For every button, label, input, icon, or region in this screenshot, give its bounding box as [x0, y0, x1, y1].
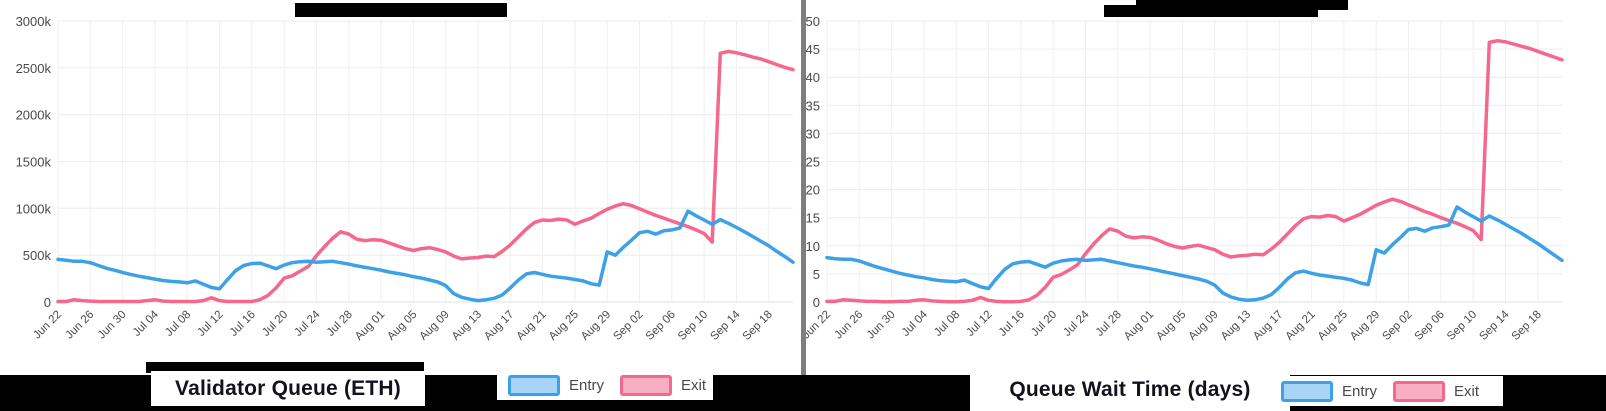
svg-text:2500k: 2500k [16, 61, 52, 76]
svg-text:Jul 24: Jul 24 [1061, 308, 1092, 339]
svg-text:Aug 01: Aug 01 [353, 309, 387, 343]
svg-text:Sep 06: Sep 06 [644, 309, 678, 343]
chart-title-box-queue-wait-time: Queue Wait Time (days) [970, 369, 1290, 411]
svg-text:15: 15 [806, 211, 820, 226]
svg-text:Aug 21: Aug 21 [514, 309, 548, 343]
svg-text:5: 5 [813, 267, 820, 282]
entry-line [56, 209, 795, 303]
svg-text:Jul 16: Jul 16 [228, 309, 258, 339]
exit-legend-label[interactable]: Exit [681, 377, 707, 394]
svg-text:Jul 04: Jul 04 [900, 308, 931, 339]
svg-text:45: 45 [806, 42, 820, 57]
svg-text:Jul 12: Jul 12 [964, 309, 994, 339]
svg-text:Sep 06: Sep 06 [1413, 309, 1447, 343]
svg-text:35: 35 [806, 98, 820, 113]
svg-text:Sep 02: Sep 02 [1380, 309, 1414, 343]
svg-text:Aug 25: Aug 25 [1316, 309, 1350, 343]
svg-text:Jul 20: Jul 20 [1029, 309, 1059, 339]
svg-text:Jul 12: Jul 12 [195, 309, 225, 339]
svg-text:Aug 05: Aug 05 [385, 309, 419, 343]
svg-text:3000k: 3000k [16, 14, 52, 29]
svg-text:Sep 18: Sep 18 [1510, 309, 1544, 343]
svg-text:Aug 29: Aug 29 [579, 309, 613, 343]
svg-text:40: 40 [806, 70, 820, 85]
chart-title-box-validator-queue: Validator Queue (ETH) [151, 371, 425, 406]
svg-text:20: 20 [806, 183, 820, 198]
svg-text:Jun 26: Jun 26 [64, 309, 97, 342]
chart-title-queue-wait-time: Queue Wait Time (days) [1009, 378, 1251, 401]
entry-legend-swatch[interactable] [1281, 380, 1333, 402]
svg-text:Aug 01: Aug 01 [1122, 309, 1156, 343]
svg-text:1500k: 1500k [16, 155, 52, 170]
svg-text:Aug 21: Aug 21 [1283, 309, 1317, 343]
svg-text:Aug 05: Aug 05 [1154, 309, 1188, 343]
exit-legend-swatch[interactable] [620, 375, 673, 396]
svg-text:Sep 14: Sep 14 [1477, 308, 1512, 343]
entry-line [825, 205, 1564, 303]
svg-text:Jul 16: Jul 16 [997, 309, 1027, 339]
svg-text:Aug 17: Aug 17 [1251, 309, 1285, 343]
svg-text:Jun 30: Jun 30 [96, 309, 129, 342]
svg-text:Aug 29: Aug 29 [1348, 309, 1382, 343]
legend-validator-queue: Entry Exit [497, 371, 713, 400]
svg-text:Aug 25: Aug 25 [547, 309, 581, 343]
svg-text:Jul 24: Jul 24 [292, 308, 323, 339]
svg-text:0: 0 [44, 295, 51, 310]
exit-legend-label[interactable]: Exit [1454, 382, 1480, 400]
svg-text:Jun 22: Jun 22 [803, 309, 833, 342]
svg-text:1000k: 1000k [16, 201, 52, 216]
svg-text:Jul 08: Jul 08 [932, 309, 962, 339]
svg-text:0: 0 [813, 295, 820, 310]
svg-text:500k: 500k [23, 248, 52, 263]
redacted-title-overlay-right-lower [1104, 5, 1318, 17]
svg-text:Jul 28: Jul 28 [325, 309, 355, 339]
entry-legend-swatch[interactable] [508, 375, 560, 396]
svg-text:Jul 08: Jul 08 [163, 309, 193, 339]
svg-text:Sep 18: Sep 18 [741, 309, 775, 343]
redaction-cap-left-title [146, 362, 424, 373]
panel-divider [801, 0, 806, 404]
svg-text:Aug 17: Aug 17 [482, 309, 516, 343]
svg-text:Jul 20: Jul 20 [260, 309, 290, 339]
svg-text:Aug 13: Aug 13 [450, 309, 484, 343]
svg-text:50: 50 [806, 14, 820, 29]
svg-text:2000k: 2000k [16, 108, 52, 123]
entry-legend-label[interactable]: Entry [1342, 382, 1378, 400]
chart-title-validator-queue: Validator Queue (ETH) [175, 376, 401, 400]
svg-text:25: 25 [806, 155, 820, 170]
redacted-title-overlay-left [295, 3, 507, 17]
svg-text:Jul 28: Jul 28 [1094, 309, 1124, 339]
svg-text:Jul 04: Jul 04 [131, 308, 162, 339]
svg-text:Aug 09: Aug 09 [1187, 309, 1221, 343]
svg-text:Jun 26: Jun 26 [833, 309, 866, 342]
svg-text:Sep 10: Sep 10 [1445, 309, 1479, 343]
svg-text:Sep 02: Sep 02 [611, 309, 645, 343]
svg-text:Jun 30: Jun 30 [865, 309, 898, 342]
svg-text:Sep 14: Sep 14 [708, 308, 743, 343]
svg-text:Sep 10: Sep 10 [676, 309, 710, 343]
exit-line [56, 49, 795, 304]
svg-text:30: 30 [806, 126, 820, 141]
svg-text:10: 10 [806, 239, 820, 254]
exit-line [825, 38, 1564, 304]
svg-text:Aug 13: Aug 13 [1219, 309, 1253, 343]
svg-text:Aug 09: Aug 09 [418, 309, 452, 343]
svg-text:Jun 22: Jun 22 [31, 309, 64, 342]
entry-legend-label[interactable]: Entry [569, 377, 605, 394]
legend-queue-wait-time: Entry Exit [1270, 376, 1503, 406]
exit-legend-swatch[interactable] [1393, 380, 1446, 402]
